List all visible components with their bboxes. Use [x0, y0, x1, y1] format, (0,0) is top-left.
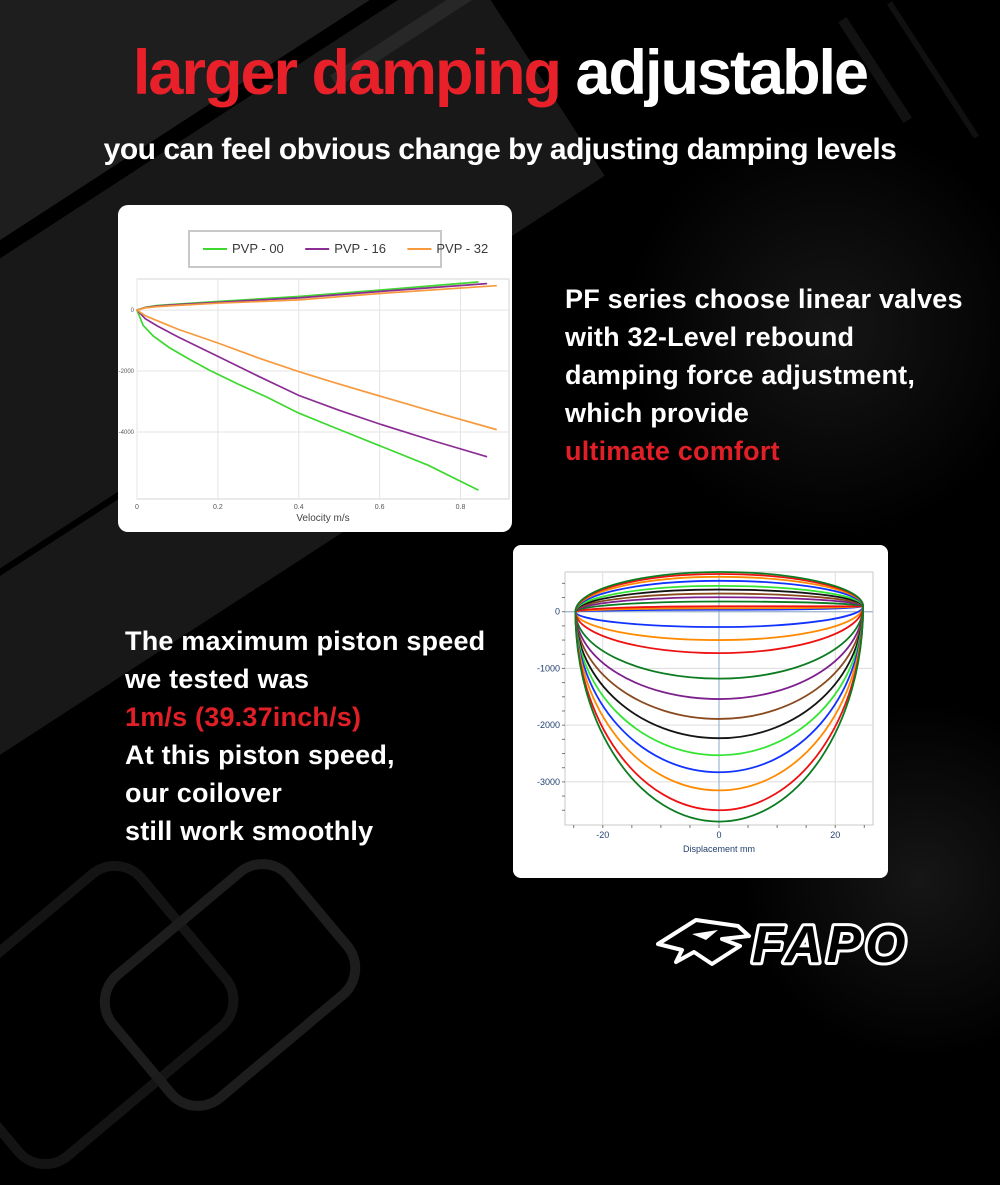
svg-text:-1000: -1000 [537, 663, 560, 673]
svg-text:Displacement mm: Displacement mm [683, 844, 755, 854]
svg-text:-3000: -3000 [537, 777, 560, 787]
piston-line: our coilover [125, 778, 282, 808]
svg-text:Velocity m/s: Velocity m/s [296, 513, 349, 524]
svg-text:PVP - 00: PVP - 00 [232, 241, 284, 256]
svg-text:20: 20 [830, 830, 840, 840]
fapo-logo: FAPO [656, 913, 910, 977]
displacement-force-chart-panel: -20 0 20 0 -1000 -2000 -3000 Displacement mm [513, 545, 888, 878]
eagle-icon [656, 918, 751, 966]
svg-text:PVP - 32: PVP - 32 [436, 241, 488, 256]
feature-highlight: ultimate comfort [565, 436, 780, 466]
piston-line: we tested was [125, 664, 310, 694]
feature-text-block: PF series choose linear valves with 32-L… [565, 280, 985, 470]
bg-coil-spring-hint [0, 844, 255, 1185]
title-red-text: larger damping [132, 38, 562, 108]
piston-line: The maximum piston speed [125, 626, 486, 656]
svg-text:-20: -20 [596, 830, 609, 840]
svg-text:0.6: 0.6 [375, 504, 385, 511]
velocity-force-chart-panel: 0 0.2 0.4 0.6 0.8 0 -2000 -4000 Velocity m/s PVP … [118, 205, 512, 532]
svg-text:0.8: 0.8 [456, 504, 466, 511]
feature-line: damping force adjustment, [565, 360, 916, 390]
piston-speed-text-block: The maximum piston speed we tested was 1… [125, 622, 545, 850]
svg-text:0: 0 [555, 607, 560, 617]
svg-text:-2000: -2000 [537, 720, 560, 730]
feature-line: which provide [565, 398, 750, 428]
svg-text:0: 0 [131, 308, 135, 314]
piston-line: At this piston speed, [125, 740, 395, 770]
svg-text:PVP - 16: PVP - 16 [334, 241, 386, 256]
page-title: larger damping adjustable [0, 42, 1000, 105]
svg-text:-4000: -4000 [119, 430, 135, 436]
displacement-force-chart: -20 0 20 0 -1000 -2000 -3000 Displacement mm [537, 571, 874, 854]
bg-coil-spring-hint [83, 842, 377, 1128]
fapo-logo-text: FAPO [752, 916, 910, 974]
feature-line: with 32-Level rebound [565, 322, 855, 352]
svg-text:0.2: 0.2 [213, 504, 223, 511]
piston-line: still work smoothly [125, 816, 374, 846]
svg-text:-2000: -2000 [119, 369, 135, 375]
feature-line: PF series choose linear valves [565, 284, 963, 314]
svg-text:0: 0 [135, 504, 139, 511]
svg-text:0: 0 [716, 830, 721, 840]
velocity-force-chart: 0 0.2 0.4 0.6 0.8 0 -2000 -4000 Velocity m/s PVP … [119, 230, 510, 524]
svg-text:0.4: 0.4 [294, 504, 304, 511]
piston-highlight: 1m/s (39.37inch/s) [125, 702, 362, 732]
title-white-text: adjustable [560, 38, 870, 108]
page-subtitle: you can feel obvious change by adjusting… [103, 133, 897, 166]
eagle-eye-detail [692, 930, 718, 940]
